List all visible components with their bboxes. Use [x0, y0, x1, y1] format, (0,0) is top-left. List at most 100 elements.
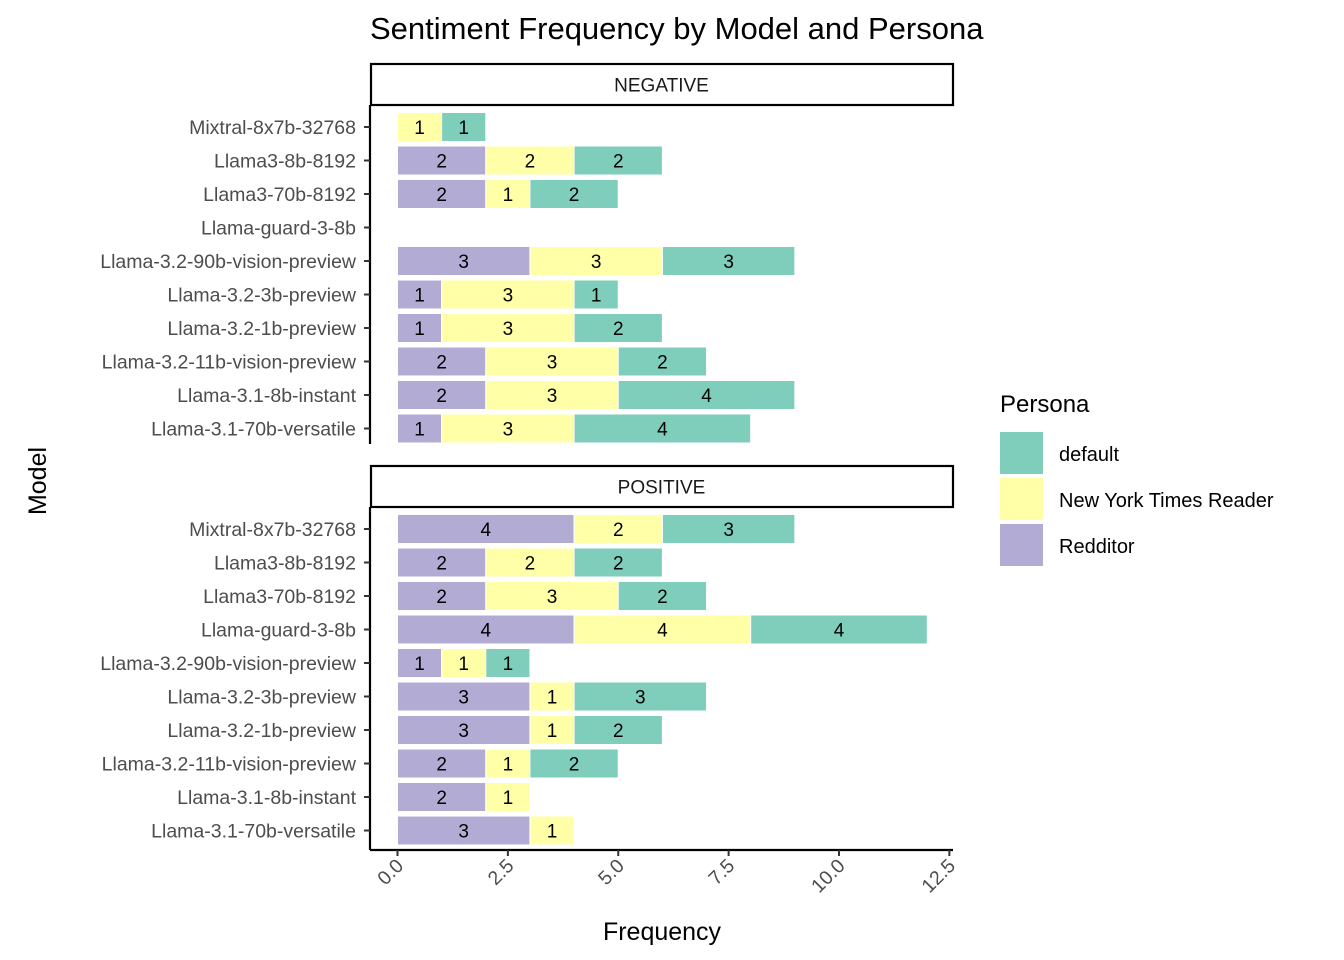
bar-negative-redditor: [397, 279, 443, 310]
bar-negative-new-york-times-reader: [485, 145, 575, 176]
y-tick-label: Llama-3.2-3b-preview: [167, 285, 357, 307]
bar-negative-redditor: [397, 246, 531, 276]
bar-positive-redditor: [397, 547, 487, 578]
bar-value-label: 4: [481, 520, 492, 541]
bar-value-label: 2: [436, 185, 447, 206]
bar-positive-default: [573, 547, 663, 578]
facet-panel-negative: NEGATIVE Mixtral-8x7b-32768 1 1 Llama3-8b-81…: [100, 62, 955, 444]
x-tick-label: 10.0: [807, 855, 850, 898]
bar-value-label: 1: [414, 118, 425, 139]
bar-positive-redditor: [397, 614, 575, 645]
legend-label-new-york-times-reader: New York Times Reader: [1059, 490, 1274, 512]
y-tick-label: Llama-guard-3-8b: [201, 218, 356, 240]
bar-positive-redditor: [397, 681, 531, 712]
legend-key-default: [1000, 432, 1043, 474]
bar-value-label: 4: [834, 621, 845, 642]
y-tick-label: Mixtral-8x7b-32768: [189, 117, 356, 139]
bar-value-label: 2: [436, 755, 447, 776]
bar-value-label: 4: [701, 386, 712, 407]
bar-negative-default: [441, 112, 487, 142]
y-tick-label: Llama-3.1-8b-instant: [177, 385, 356, 407]
y-tick-label: Llama-3.2-90b-vision-preview: [100, 653, 357, 675]
bar-negative-redditor: [397, 346, 487, 377]
chart-title: Sentiment Frequency by Model and Persona: [370, 11, 984, 46]
bar-negative-default: [617, 380, 796, 410]
bar-value-label: 3: [458, 822, 469, 843]
bar-value-label: 3: [723, 520, 734, 541]
bar-positive-redditor: [397, 715, 531, 745]
bar-positive-redditor: [397, 748, 487, 779]
x-axis-title: Frequency: [603, 918, 722, 946]
bar-negative-new-york-times-reader: [529, 246, 663, 276]
bar-value-label: 3: [458, 688, 469, 709]
facet-panels: NEGATIVE Mixtral-8x7b-32768 1 1 Llama3-8b-81…: [100, 62, 955, 850]
facet-strip-positive: [369, 464, 955, 509]
bar-value-label: 1: [414, 286, 425, 307]
bar-negative-redditor: [397, 413, 443, 444]
y-tick-label: Llama-3.1-8b-instant: [177, 787, 356, 809]
x-tick-label: 7.5: [704, 855, 739, 890]
bar-value-label: 1: [503, 788, 514, 809]
bar-value-label: 3: [458, 721, 469, 742]
bar-value-label: 3: [503, 286, 514, 307]
bar-value-label: 2: [613, 319, 624, 340]
y-tick-label: Llama3-8b-8192: [214, 151, 356, 173]
bar-negative-new-york-times-reader: [441, 313, 575, 343]
x-tick-label: 12.5: [918, 855, 961, 898]
bar-value-label: 2: [436, 353, 447, 374]
bar-positive-default: [750, 614, 928, 645]
y-tick-label: Llama-3.2-11b-vision-preview: [102, 352, 357, 374]
bar-negative-default: [573, 413, 752, 444]
bar-value-label: 3: [503, 319, 514, 340]
bar-positive-redditor: [397, 581, 487, 611]
bar-positive-default: [661, 514, 796, 544]
bar-value-label: 3: [591, 252, 602, 273]
bar-value-label: 3: [723, 252, 734, 273]
bar-value-label: 1: [414, 420, 425, 441]
bar-positive-new-york-times-reader: [485, 782, 531, 812]
bar-value-label: 2: [657, 353, 668, 374]
bar-positive-new-york-times-reader: [441, 648, 487, 678]
bar-positive-redditor: [397, 815, 531, 846]
bar-value-label: 4: [657, 621, 668, 642]
y-axis-title: Model: [24, 447, 52, 515]
x-tick-label: 5.0: [594, 855, 629, 890]
bar-value-label: 3: [547, 587, 558, 608]
bar-value-label: 2: [436, 788, 447, 809]
bar-value-label: 2: [657, 587, 668, 608]
y-tick-label: Llama-3.2-3b-preview: [167, 687, 357, 709]
y-tick-label: Llama-3.2-1b-preview: [167, 318, 357, 340]
bar-value-label: 3: [503, 420, 514, 441]
bar-value-label: 2: [436, 152, 447, 173]
bar-value-label: 3: [635, 688, 646, 709]
bar-positive-new-york-times-reader: [485, 547, 575, 578]
bar-value-label: 2: [613, 721, 624, 742]
bar-value-label: 1: [503, 755, 514, 776]
bar-value-label: 1: [414, 319, 425, 340]
bar-value-label: 2: [613, 520, 624, 541]
y-tick-label: Llama3-70b-8192: [203, 184, 356, 206]
bar-value-label: 4: [481, 621, 492, 642]
bar-value-label: 3: [458, 252, 469, 273]
bar-negative-default: [573, 313, 663, 343]
bar-value-label: 1: [547, 822, 558, 843]
bar-value-label: 2: [525, 152, 536, 173]
bar-positive-new-york-times-reader: [485, 581, 619, 611]
bar-value-label: 3: [547, 353, 558, 374]
y-tick-label: Llama-3.1-70b-versatile: [151, 821, 356, 843]
bar-negative-default: [573, 279, 619, 310]
bar-negative-default: [617, 346, 708, 377]
legend-label-redditor: Redditor: [1059, 536, 1135, 558]
legend-key-redditor: [1000, 524, 1043, 566]
bar-value-label: 2: [569, 755, 580, 776]
bar-value-label: 2: [569, 185, 580, 206]
x-axis: 0.0 2.5 5.0 7.5 10.0 12.5: [370, 848, 961, 898]
y-tick-label: Llama3-70b-8192: [203, 586, 356, 608]
y-tick-label: Llama-3.1-70b-versatile: [151, 419, 356, 441]
bar-positive-default: [573, 681, 708, 712]
bar-value-label: 1: [503, 654, 514, 675]
bar-value-label: 1: [503, 185, 514, 206]
bar-positive-default: [617, 581, 708, 611]
